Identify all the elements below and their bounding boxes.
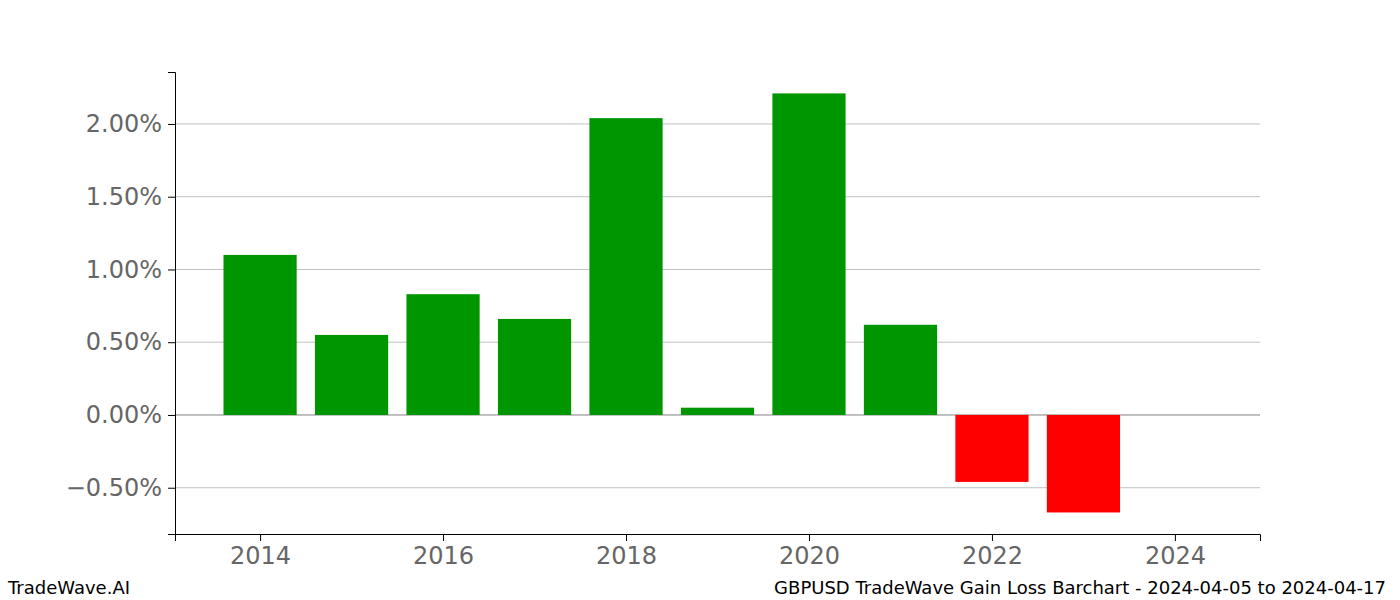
bar bbox=[498, 319, 571, 415]
y-tick: 1.00% bbox=[86, 256, 175, 284]
y-tick-mark bbox=[168, 197, 175, 198]
y-tick-label: 1.50% bbox=[86, 183, 162, 211]
y-tick-label: 0.00% bbox=[86, 401, 162, 429]
y-tick-label: 1.00% bbox=[86, 256, 162, 284]
grid-line bbox=[175, 123, 1260, 124]
y-tick-mark bbox=[168, 415, 175, 416]
x-tick: 2020 bbox=[779, 534, 840, 570]
y-tick: 2.00% bbox=[86, 110, 175, 138]
plot: −0.50%0.00%0.50%1.00%1.50%2.00%201420162… bbox=[66, 73, 1261, 571]
y-tick-mark bbox=[168, 124, 175, 125]
bar bbox=[589, 118, 662, 415]
x-tick-mark bbox=[626, 534, 627, 541]
y-tick-mark bbox=[168, 488, 175, 489]
y-tick: 0.00% bbox=[86, 401, 175, 429]
x-tick-mark bbox=[992, 534, 993, 541]
chart: −0.50%0.00%0.50%1.00%1.50%2.00%201420162… bbox=[0, 0, 1400, 600]
bar bbox=[864, 325, 937, 415]
x-tick-label: 2014 bbox=[230, 542, 291, 570]
y-tick: 1.50% bbox=[86, 183, 175, 211]
x-tick: 2016 bbox=[413, 534, 474, 570]
bars bbox=[223, 93, 1120, 512]
bar bbox=[1047, 415, 1120, 512]
x-tick: 2018 bbox=[596, 534, 657, 570]
x-tick-label: 2016 bbox=[413, 542, 474, 570]
y-tick-label: −0.50% bbox=[66, 474, 162, 502]
bar bbox=[681, 408, 754, 415]
x-axis: 2014 2016 2018 2020 2022 2024 bbox=[176, 534, 1261, 570]
x-tick-label: 2020 bbox=[779, 542, 840, 570]
bar bbox=[955, 415, 1028, 482]
bar bbox=[223, 255, 296, 415]
x-tick-mark bbox=[809, 534, 810, 541]
y-axis-line bbox=[168, 73, 176, 535]
x-tick-mark bbox=[1175, 534, 1176, 541]
x-tick: 2024 bbox=[1145, 534, 1206, 570]
x-tick-label: 2024 bbox=[1145, 542, 1206, 570]
y-tick-mark bbox=[168, 269, 175, 270]
x-tick-label: 2018 bbox=[596, 542, 657, 570]
y-tick: −0.50% bbox=[66, 474, 175, 502]
y-tick-label: 0.50% bbox=[86, 328, 162, 356]
x-tick: 2014 bbox=[230, 534, 291, 570]
y-tick-mark bbox=[168, 342, 175, 343]
grid-line bbox=[175, 269, 1260, 270]
annotation: TradeWave.AI bbox=[7, 577, 130, 598]
y-axis: −0.50% 0.00% 0.50% 1.00% 1.50% 2.00% bbox=[66, 73, 176, 535]
bar bbox=[772, 93, 845, 415]
x-axis-line bbox=[176, 535, 1261, 542]
x-tick-mark bbox=[260, 534, 261, 541]
bar bbox=[315, 335, 388, 415]
y-tick: 0.50% bbox=[86, 328, 175, 356]
x-tick-label: 2022 bbox=[962, 542, 1023, 570]
grid-line bbox=[175, 196, 1260, 197]
y-tick-label: 2.00% bbox=[86, 110, 162, 138]
x-tick: 2022 bbox=[962, 534, 1023, 570]
x-tick-mark bbox=[443, 534, 444, 541]
bar bbox=[406, 294, 479, 415]
title: GBPUSD TradeWave Gain Loss Barchart - 20… bbox=[774, 577, 1386, 598]
